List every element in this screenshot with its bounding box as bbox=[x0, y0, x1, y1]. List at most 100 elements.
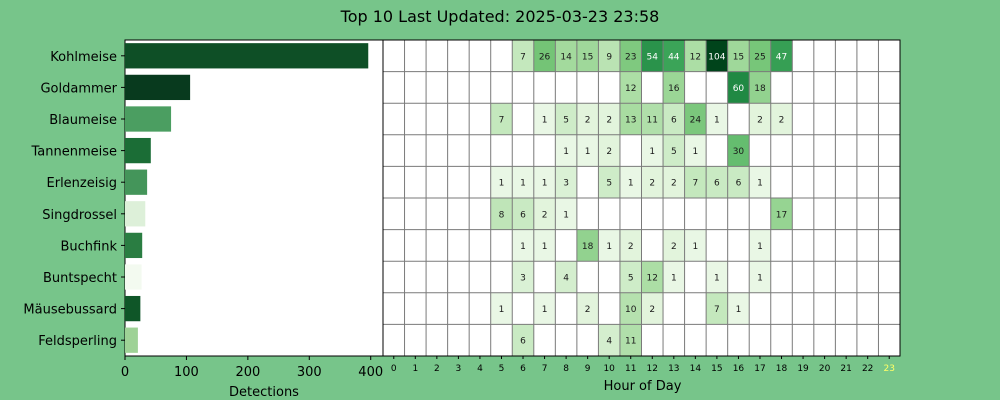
heatmap-cell-value: 2 bbox=[779, 116, 785, 126]
heatmap-cell bbox=[619, 261, 642, 293]
hour-tick-label: 15 bbox=[711, 364, 722, 374]
hour-tick-label: 3 bbox=[456, 364, 462, 374]
heatmap-cell-value: 1 bbox=[520, 179, 526, 189]
heatmap-cell-value: 15 bbox=[582, 52, 593, 62]
hour-tick-label: 10 bbox=[603, 364, 615, 374]
heatmap-cell-value: 26 bbox=[539, 52, 551, 62]
heatmap-cell bbox=[770, 40, 793, 72]
heatmap-cell-value: 13 bbox=[625, 116, 636, 126]
heatmap-cell-value: 5 bbox=[563, 116, 569, 126]
heatmap-cell-value: 6 bbox=[736, 179, 742, 189]
bar bbox=[125, 264, 142, 290]
heatmap-cell-value: 7 bbox=[499, 116, 505, 126]
heatmap-cell-value: 2 bbox=[671, 179, 677, 189]
heatmap-cell-value: 1 bbox=[736, 305, 742, 315]
heatmap-cell bbox=[663, 103, 685, 135]
heatmap-cell bbox=[727, 71, 750, 104]
hour-tick-label: 1 bbox=[412, 364, 418, 374]
heatmap-cell bbox=[749, 261, 771, 293]
heatmap-cell bbox=[663, 229, 685, 262]
species-labels: Kohlmeise Goldammer Blaumeise Tannenmeise Er… bbox=[23, 50, 125, 349]
species-label: Goldammer bbox=[40, 81, 117, 96]
hour-tick-label: 5 bbox=[499, 364, 505, 374]
heatmap-cell-value: 30 bbox=[733, 147, 745, 157]
heatmap-cell-value: 24 bbox=[690, 116, 702, 126]
heatmap-cell bbox=[663, 261, 685, 293]
heatmap-cell-value: 60 bbox=[733, 84, 745, 94]
heatmap-cell bbox=[512, 198, 534, 230]
hour-tick-label: 21 bbox=[840, 364, 851, 374]
heatmap-cell bbox=[598, 103, 620, 135]
heatmap-cell-value: 2 bbox=[585, 305, 591, 315]
heatmap-cell-value: 9 bbox=[606, 52, 612, 62]
heatmap-cell bbox=[706, 103, 728, 135]
heatmap-cell bbox=[663, 71, 685, 104]
bar bbox=[125, 43, 369, 69]
hour-tick-label: 16 bbox=[733, 364, 745, 374]
bar-x-axis-label: Detections bbox=[229, 385, 299, 400]
heatmap-cell-value: 7 bbox=[520, 52, 526, 62]
bars bbox=[125, 43, 369, 353]
heatmap-cell-value: 1 bbox=[714, 274, 720, 284]
species-label: Blaumeise bbox=[49, 113, 117, 128]
heatmap-cell-value: 3 bbox=[520, 274, 526, 284]
heatmap-cell bbox=[619, 292, 642, 325]
heatmap-cell bbox=[749, 103, 771, 135]
heatmap-cell bbox=[641, 261, 664, 293]
heatmap-cell bbox=[684, 229, 707, 262]
hour-tick-label: 22 bbox=[862, 364, 873, 374]
heatmap-cell bbox=[727, 40, 750, 72]
heatmap-cell bbox=[619, 324, 642, 356]
hour-tick-label: 13 bbox=[668, 364, 679, 374]
heatmap-cell bbox=[490, 103, 513, 135]
bar-panel: Kohlmeise Goldammer Blaumeise Tannenmeise Er… bbox=[23, 39, 384, 400]
heatmap-cell-value: 16 bbox=[668, 84, 680, 94]
heatmap-cell-value: 17 bbox=[776, 210, 787, 220]
heatmap-cell-value: 2 bbox=[606, 147, 612, 157]
x-tick-label: 0 bbox=[121, 365, 129, 380]
heatmap-cell bbox=[663, 134, 685, 167]
heatmap-grid bbox=[383, 40, 900, 356]
heatmap-cell-value: 1 bbox=[671, 274, 677, 284]
heatmap-cell bbox=[533, 198, 556, 230]
heatmap-cell bbox=[619, 166, 642, 198]
heatmap-cell-value: 2 bbox=[542, 210, 548, 220]
heatmap-cell-value: 1 bbox=[628, 179, 634, 189]
heatmap-cell-value: 10 bbox=[625, 305, 637, 315]
heatmap-frame bbox=[382, 39, 901, 357]
heatmap-cell-value: 1 bbox=[499, 305, 505, 315]
heatmap-cell bbox=[770, 103, 793, 135]
heatmap-cell-value: 1 bbox=[520, 242, 526, 252]
x-tick-label: 300 bbox=[297, 365, 322, 380]
bar bbox=[125, 169, 148, 195]
x-tick-label: 400 bbox=[358, 365, 383, 380]
species-label: Buchfink bbox=[60, 239, 117, 254]
heatmap-cell-value: 5 bbox=[628, 274, 634, 284]
heatmap-cell-value: 12 bbox=[625, 84, 636, 94]
heatmap-cell-value: 54 bbox=[647, 52, 659, 62]
heatmap-cell bbox=[641, 103, 664, 135]
heatmap-cell bbox=[727, 292, 750, 325]
heatmap-cell-value: 1 bbox=[757, 274, 763, 284]
bar bbox=[125, 232, 143, 259]
heatmap-cell bbox=[490, 292, 513, 325]
heatmap-cell bbox=[619, 103, 642, 135]
heatmap-cell bbox=[641, 40, 664, 72]
heatmap-cell-value: 1 bbox=[692, 242, 698, 252]
heatmap-cell bbox=[555, 134, 577, 167]
heatmap-cell-value: 1 bbox=[585, 147, 591, 157]
heatmap-cell bbox=[619, 229, 642, 262]
heatmap-cell bbox=[533, 166, 556, 198]
heatmap-cell-value: 1 bbox=[757, 179, 763, 189]
bar bbox=[125, 327, 138, 353]
hour-tick-label: 4 bbox=[477, 364, 483, 374]
heatmap-cell-value: 2 bbox=[757, 116, 763, 126]
heatmap-cell bbox=[706, 292, 728, 325]
heatmap-cell-value: 4 bbox=[563, 274, 569, 284]
heatmap-cell-value: 1 bbox=[542, 305, 548, 315]
heatmap-cell-value: 12 bbox=[647, 274, 658, 284]
heatmap-cell-value: 15 bbox=[733, 52, 744, 62]
bar bbox=[125, 137, 151, 164]
heatmap-cell bbox=[512, 40, 534, 72]
